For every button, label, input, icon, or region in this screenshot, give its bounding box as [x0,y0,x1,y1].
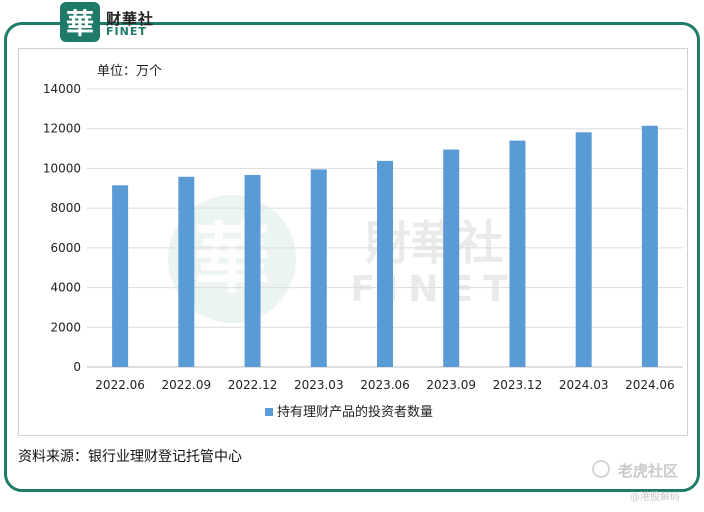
watermark-en: FINET [350,269,517,310]
bar-2022.06 [112,185,129,367]
y-tick-label: 8000 [50,201,81,215]
x-axis-ticks: 2022.06 2022.09 2022.12 2023.03 2023.06 2023.… [95,378,674,392]
footer-handle: @港股解码 [630,492,680,503]
footer-brand: 老虎社区 [618,462,679,480]
bar-2022.09 [178,176,195,367]
x-tick-label: 2022.06 [95,378,145,392]
x-tick-label: 2024.03 [559,378,609,392]
x-tick-label: 2023.03 [294,378,344,392]
bar-2023.06 [377,160,393,367]
chart-panel: 華 財華社 FINET 0 2000 4000 6000 8000 10000 12000 1… [18,48,688,436]
bar-chart: 華 財華社 FINET 0 2000 4000 6000 8000 10000 12000 1… [43,64,683,420]
watermark-seal-icon [168,195,296,323]
y-tick-label: 6000 [50,241,81,255]
y-tick-label: 2000 [50,320,81,334]
brand-name-cn: 财華社 [106,10,155,28]
x-tick-label: 2023.06 [360,378,410,392]
bar-2024.06 [641,125,658,367]
x-tick-label: 2024.06 [625,378,675,392]
bar-2023.03 [310,169,327,367]
y-tick-label: 10000 [43,161,81,175]
x-tick-label: 2023.09 [426,378,476,392]
brand-name-en: FINET [106,25,147,38]
bar-2023.09 [443,149,460,367]
x-tick-label: 2023.12 [493,378,543,392]
x-tick-label: 2022.12 [228,378,278,392]
bar-2024.03 [575,132,592,367]
bar-2022.12 [244,174,261,367]
y-axis-ticks: 0 2000 4000 6000 8000 10000 12000 14000 [43,82,81,374]
unit-label: 单位：万个 [97,64,162,79]
y-tick-label: 0 [73,360,81,374]
y-tick-label: 14000 [43,82,81,96]
y-tick-label: 12000 [43,122,81,136]
finet-logo-icon: 華 [60,2,100,42]
bars [112,125,658,367]
legend-label: 持有理财产品的投资者数量 [277,404,433,420]
source-note: 资料来源：银行业理财登记托管中心 [18,449,242,465]
x-tick-label: 2022.09 [162,378,212,392]
tiger-community-icon [592,460,610,478]
legend-swatch [265,408,273,416]
y-tick-label: 4000 [50,281,81,295]
bar-2023.12 [509,140,526,367]
watermark: 華 財華社 FINET [168,195,517,323]
